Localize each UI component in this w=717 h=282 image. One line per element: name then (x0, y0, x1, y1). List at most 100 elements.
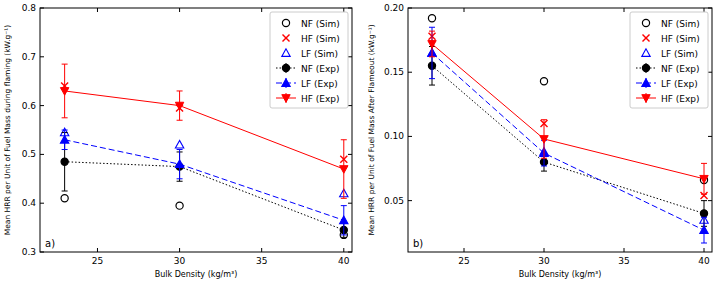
error-cap (177, 181, 183, 182)
y-tick (708, 200, 712, 201)
y-tick (708, 136, 712, 137)
legend: NF (Sim)HF (Sim)LF (Sim)NF (Exp)LF (Exp)… (270, 12, 348, 108)
marker (540, 78, 547, 85)
error-cap (541, 165, 547, 166)
x-tick-label: 40 (338, 256, 350, 266)
error-cap (429, 56, 435, 57)
y-tick (40, 8, 44, 9)
error-cap (701, 217, 707, 218)
y-tick-label: 0.8 (22, 3, 37, 13)
x-tick (343, 8, 344, 12)
error-cap (177, 178, 183, 179)
marker (428, 15, 435, 22)
y-tick (348, 252, 352, 253)
marker (642, 19, 649, 26)
legend-box (270, 12, 348, 108)
marker (175, 140, 183, 148)
error-cap (701, 163, 707, 164)
y-tick-label: 0.7 (22, 52, 36, 62)
x-tick (464, 8, 465, 12)
x-axis-label: Bulk Density (kg/m³) (519, 270, 602, 279)
marker-stroke (283, 35, 290, 42)
error-cap (541, 158, 547, 159)
y-tick (708, 72, 712, 73)
x-tick (704, 248, 705, 252)
marker (642, 79, 650, 87)
y-tick-label: 0.15 (384, 67, 404, 77)
y-tick (348, 154, 352, 155)
x-tick (624, 248, 625, 252)
y-tick-label: 0.6 (22, 101, 37, 111)
plot-frame (40, 8, 352, 252)
marker (700, 175, 708, 183)
series (428, 47, 707, 227)
error-cap (341, 205, 347, 206)
error-cap (62, 191, 68, 192)
series-line (65, 91, 344, 169)
chart: 253035400.050.100.150.20Bulk Density (kg… (367, 3, 712, 279)
y-tick (408, 8, 412, 9)
x-tick-label: 30 (538, 256, 550, 266)
error-cap (541, 171, 547, 172)
legend-label: HF (Sim) (661, 34, 700, 44)
y-tick (40, 252, 44, 253)
marker-stroke (643, 35, 650, 42)
series (61, 195, 347, 239)
marker (428, 41, 436, 49)
series (60, 128, 348, 197)
y-axis-label: Mean HRR per Unit of Fuel Mass during fl… (3, 25, 12, 235)
marker (61, 195, 68, 202)
marker (700, 226, 708, 234)
marker (176, 202, 183, 209)
x-tick (179, 248, 180, 252)
legend-label: HF (Exp) (661, 94, 700, 104)
x-tick-label: 30 (174, 256, 186, 266)
y-tick-label: 0.3 (22, 247, 36, 257)
panel-label: a) (45, 238, 55, 249)
y-axis-label: Mean HRR per Unit of Fuel Mass After Fla… (367, 24, 376, 235)
marker (60, 88, 68, 96)
y-tick (408, 200, 412, 201)
error-cap (701, 194, 707, 195)
y-tick (40, 154, 44, 155)
x-tick-label: 25 (92, 256, 103, 266)
marker (700, 210, 707, 217)
marker (642, 49, 650, 57)
error-cap (62, 64, 68, 65)
x-axis-label: Bulk Density (kg/m³) (155, 270, 238, 279)
x-tick (97, 248, 98, 252)
error-cap (429, 31, 435, 32)
figure: 253035400.30.40.50.60.70.8Bulk Density (… (0, 0, 717, 282)
marker (340, 166, 348, 174)
legend-label: NF (Sim) (301, 19, 340, 29)
marker (642, 95, 650, 103)
error-cap (177, 120, 183, 121)
error-cap (701, 243, 707, 244)
series (61, 83, 347, 163)
legend-label: NF (Sim) (661, 19, 700, 29)
x-tick (343, 248, 344, 252)
y-tick (40, 203, 44, 204)
x-tick-label: 35 (618, 256, 629, 266)
legend-label: LF (Sim) (301, 49, 338, 59)
y-tick (348, 105, 352, 106)
error-cap (177, 149, 183, 150)
error-cap (177, 90, 183, 91)
y-tick (708, 8, 712, 9)
marker (540, 136, 548, 144)
y-tick-label: 0.4 (22, 198, 37, 208)
error-cap (62, 117, 68, 118)
marker (282, 64, 289, 71)
series-line (65, 162, 344, 230)
x-tick (261, 8, 262, 12)
marker (61, 158, 68, 165)
x-tick (261, 248, 262, 252)
series-line (432, 53, 704, 230)
x-tick (97, 8, 98, 12)
x-tick (544, 8, 545, 12)
x-tick (464, 248, 465, 252)
legend-label: LF (Exp) (661, 79, 698, 89)
x-tick-label: 40 (698, 256, 710, 266)
marker (175, 160, 183, 168)
series-line (432, 66, 704, 214)
